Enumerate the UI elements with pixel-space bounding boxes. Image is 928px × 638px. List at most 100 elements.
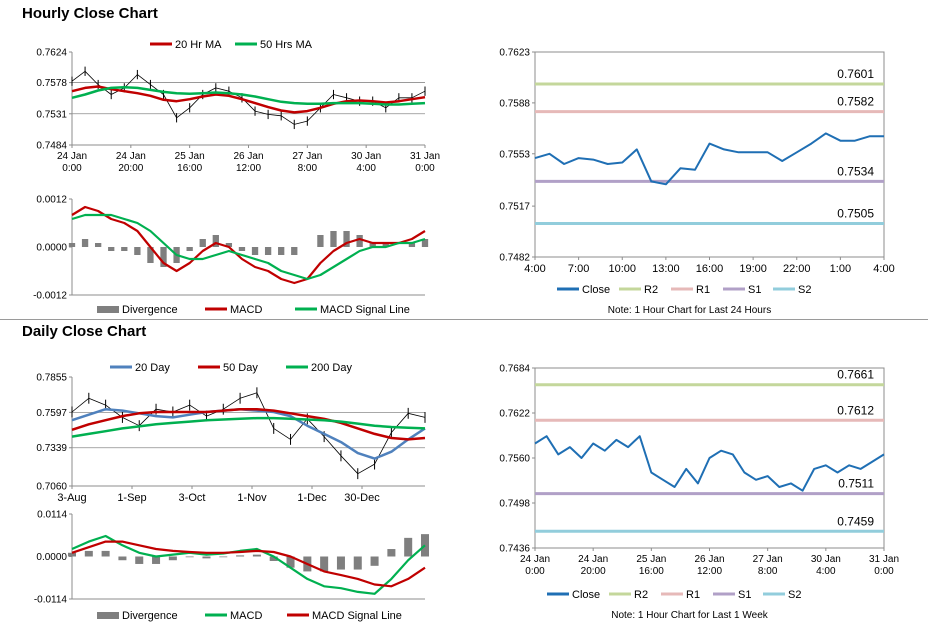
weekly-close-xtick-label: 4:00 <box>816 566 836 577</box>
daily-macd-divergence-bar <box>135 556 144 564</box>
hourly-price-xtick-label: 24 Jan <box>116 151 146 162</box>
daily-macd-divergence-bar <box>336 556 345 570</box>
hourly-close-xtick-label: 22:00 <box>783 263 811 275</box>
daily-price-xtick-label: 1-Nov <box>237 492 267 504</box>
hourly-macd-divergence-bar <box>369 243 376 247</box>
hourly-close-ytick-label: 0.7588 <box>499 98 530 109</box>
daily-macd-divergence-bar <box>168 556 177 561</box>
daily-macd-legend-label: MACD <box>230 610 262 622</box>
hourly-macd-divergence-bar <box>278 247 285 255</box>
hourly-close-legend-label: S1 <box>748 284 761 296</box>
hourly-price-xtick-label: 20:00 <box>118 163 143 174</box>
weekly-close-xtick-label: 27 Jan <box>753 554 783 565</box>
weekly-close-ytick-label: 0.7560 <box>499 454 530 465</box>
weekly-close-legend-label: R1 <box>686 589 700 601</box>
hourly-price-xtick-label: 24 Jan <box>57 151 87 162</box>
hourly-close-level-label-r2: 0.7601 <box>837 67 874 81</box>
hourly-price-ytick-label: 0.7484 <box>36 141 67 152</box>
weekly-close-ytick-label: 0.7622 <box>499 409 530 420</box>
daily-macd-divergence-bar <box>236 555 245 557</box>
hourly-macd-divergence-bar <box>251 247 259 255</box>
weekly-close-ytick-label: 0.7436 <box>499 544 530 555</box>
hourly-macd-ytick-label: 0.0000 <box>36 243 67 254</box>
weekly-close-level-label-s1: 0.7511 <box>838 477 874 491</box>
hourly-price-xtick-label: 31 Jan <box>410 151 440 162</box>
daily-section-title: Daily Close Chart <box>22 323 147 340</box>
hourly-close-ytick-label: 0.7482 <box>499 253 530 264</box>
weekly-close-legend-label: Close <box>572 589 600 601</box>
hourly-macd-divergence-bar <box>330 231 337 247</box>
daily-macd-ytick-label: 0.0000 <box>36 552 67 563</box>
hourly-macd-signal-line-line <box>71 213 426 281</box>
hourly-close-xtick-label: 4:00 <box>873 263 894 275</box>
weekly-close-xtick-label: 26 Jan <box>694 554 724 565</box>
weekly-close-xtick-label: 16:00 <box>639 566 664 577</box>
weekly-close-xtick-label: 0:00 <box>525 566 545 577</box>
hourly-price-xtick-label: 8:00 <box>298 163 318 174</box>
hourly-price-xtick-label: 25 Jan <box>175 151 205 162</box>
daily-macd-ytick-label: -0.0114 <box>34 595 68 606</box>
hourly-macd-divergence-bar <box>408 243 416 247</box>
hourly-close-note: Note: 1 Hour Chart for Last 24 Hours <box>608 305 771 316</box>
hourly-close-legend-label: S2 <box>798 284 811 296</box>
weekly-close-xtick-label: 31 Jan <box>869 554 899 565</box>
hourly-macd-legend-label: MACD <box>230 304 262 316</box>
weekly-close-level-label-r2: 0.7661 <box>837 368 874 382</box>
hourly-price-xtick-label: 30 Jan <box>351 151 381 162</box>
hourly-macd-divergence-bar <box>343 231 350 247</box>
hourly-macd-ytick-label: -0.0012 <box>33 291 67 302</box>
hourly-price-ytick-label: 0.7531 <box>36 109 67 120</box>
hourly-macd-divergence-bar <box>225 243 233 247</box>
hourly-macd-divergence-bar <box>68 243 76 247</box>
daily-macd-signal-line-line <box>71 540 426 588</box>
hourly-close-level-label-s2: 0.7505 <box>837 207 874 221</box>
weekly-close-legend-label: S2 <box>788 589 801 601</box>
daily-price-xtick-label: 1-Dec <box>297 492 327 504</box>
hourly-section-title: Hourly Close Chart <box>22 5 158 22</box>
hourly-macd-divergence-bar <box>186 247 193 251</box>
weekly-close-xtick-label: 25 Jan <box>636 554 666 565</box>
daily-macd-divergence-bar <box>84 550 93 557</box>
hourly-macd-line <box>71 205 426 285</box>
hourly-macd-divergence-bar <box>421 239 429 247</box>
weekly-close-ytick-label: 0.7684 <box>499 364 530 375</box>
daily-price-legend-label: 50 Day <box>223 362 258 374</box>
hourly-close-legend-label: Close <box>582 284 610 296</box>
hourly-price-xtick-label: 12:00 <box>236 163 261 174</box>
hourly-macd-divergence-bar <box>134 247 141 255</box>
hourly-close-xtick-label: 16:00 <box>696 263 724 275</box>
hourly-macd-legend-swatch <box>97 306 119 313</box>
weekly-close-close-line <box>534 435 885 492</box>
hourly-close-xtick-label: 1:00 <box>830 263 851 275</box>
daily-macd-divergence-bar <box>101 550 110 557</box>
hourly-close-xtick-label: 10:00 <box>608 263 636 275</box>
hourly-macd-divergence-bar <box>108 247 115 251</box>
hourly-50-hrs-ma-line <box>71 85 426 106</box>
weekly-close-xtick-label: 0:00 <box>874 566 894 577</box>
daily-price-ytick-label: 0.7060 <box>36 482 67 493</box>
hourly-price-legend-label: 20 Hr MA <box>175 39 222 51</box>
hourly-price-price-line <box>71 70 426 125</box>
daily-macd-divergence-bar <box>404 537 413 557</box>
hourly-close-xtick-label: 19:00 <box>739 263 767 275</box>
hourly-macd-divergence-bar <box>382 243 389 247</box>
hourly-close-legend-label: R2 <box>644 284 658 296</box>
daily-macd-divergence-bar <box>353 556 362 570</box>
hourly-macd-divergence-bar <box>238 247 246 251</box>
weekly-close-xtick-label: 24 Jan <box>520 554 550 565</box>
hourly-close-xtick-label: 7:00 <box>568 263 589 275</box>
daily-macd-legend-label: MACD Signal Line <box>312 610 402 622</box>
hourly-macd-divergence-bar <box>356 235 363 247</box>
weekly-close-xtick-label: 12:00 <box>697 566 722 577</box>
hourly-close-ytick-label: 0.7553 <box>499 149 530 160</box>
weekly-close-legend-label: R2 <box>634 589 648 601</box>
hourly-price-xtick-label: 27 Jan <box>292 151 322 162</box>
hourly-macd-divergence-bar <box>291 247 298 255</box>
daily-50-day-line <box>71 407 426 441</box>
daily-price-xtick-label: 3-Oct <box>179 492 206 504</box>
daily-price-xtick-label: 1-Sep <box>117 492 146 504</box>
daily-macd-divergence-bar <box>118 556 127 561</box>
daily-macd-legend-label: Divergence <box>122 610 178 622</box>
hourly-close-ytick-label: 0.7623 <box>499 48 530 59</box>
daily-macd-divergence-bar <box>269 556 278 561</box>
